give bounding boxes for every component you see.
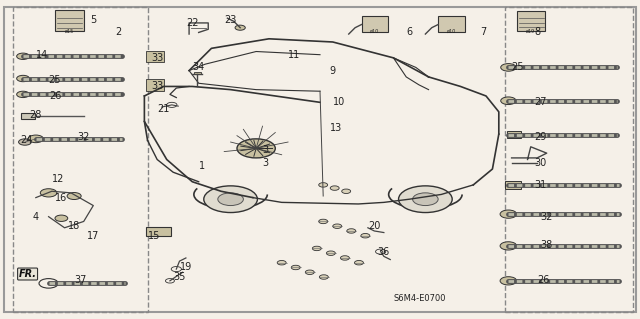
Text: 15: 15 (148, 231, 160, 241)
Bar (505, 7, 633, 312)
Text: 18: 18 (68, 221, 80, 231)
Text: 3: 3 (262, 145, 269, 155)
Text: 33: 33 (151, 53, 163, 63)
Text: 17: 17 (87, 231, 99, 241)
Text: 25: 25 (49, 75, 61, 85)
Circle shape (319, 183, 328, 187)
Circle shape (355, 261, 364, 265)
Text: ø15: ø15 (65, 28, 74, 33)
Circle shape (17, 75, 29, 82)
Circle shape (333, 224, 342, 228)
Bar (147, 50, 164, 62)
Text: 4: 4 (33, 212, 39, 222)
Text: 1: 1 (199, 161, 205, 171)
Text: 2: 2 (116, 27, 122, 37)
Text: 12: 12 (52, 174, 65, 183)
Circle shape (347, 229, 356, 233)
Text: 14: 14 (36, 50, 49, 60)
Circle shape (277, 261, 286, 265)
Circle shape (500, 97, 516, 105)
Bar (438, 16, 465, 33)
Circle shape (500, 242, 516, 250)
Circle shape (28, 135, 44, 143)
Circle shape (291, 265, 300, 270)
Bar (193, 72, 201, 74)
Circle shape (319, 275, 328, 279)
Text: 32: 32 (541, 212, 553, 222)
Text: 16: 16 (55, 193, 67, 203)
Text: 35: 35 (173, 272, 186, 282)
Text: 9: 9 (330, 66, 336, 76)
Text: 27: 27 (534, 97, 547, 107)
Text: 22: 22 (186, 18, 198, 28)
Text: 26: 26 (538, 275, 550, 285)
Bar (147, 227, 171, 236)
Circle shape (399, 186, 452, 212)
Bar (21, 113, 35, 119)
Text: FR.: FR. (19, 269, 36, 279)
Text: 26: 26 (49, 91, 61, 101)
Bar (13, 7, 148, 312)
Text: 38: 38 (541, 240, 553, 250)
Bar (516, 11, 545, 31)
Bar (55, 10, 84, 31)
Text: 25: 25 (512, 63, 524, 72)
Circle shape (326, 251, 335, 256)
Bar (507, 131, 521, 138)
Bar (505, 181, 521, 189)
Text: 36: 36 (378, 247, 390, 256)
Circle shape (235, 25, 245, 30)
Text: 34: 34 (193, 63, 205, 72)
Circle shape (237, 139, 275, 158)
Circle shape (500, 277, 516, 285)
Text: 21: 21 (157, 104, 170, 114)
Text: 29: 29 (534, 132, 547, 142)
Text: 20: 20 (368, 221, 380, 231)
Circle shape (55, 215, 68, 221)
Circle shape (500, 210, 516, 218)
Text: 6: 6 (406, 27, 412, 37)
Circle shape (342, 189, 351, 194)
Text: S6M4-E0700: S6M4-E0700 (394, 294, 446, 303)
Circle shape (312, 246, 321, 251)
Circle shape (319, 219, 328, 224)
Text: 13: 13 (330, 123, 342, 133)
Text: 31: 31 (534, 180, 547, 190)
Circle shape (204, 186, 257, 212)
Text: 37: 37 (74, 275, 86, 285)
Text: 28: 28 (29, 110, 42, 120)
Circle shape (17, 91, 29, 98)
Bar (362, 16, 388, 33)
Text: ø10: ø10 (447, 29, 456, 34)
Circle shape (330, 186, 339, 190)
Text: 19: 19 (180, 263, 192, 272)
Bar (147, 79, 164, 91)
Circle shape (40, 189, 57, 197)
Text: 5: 5 (90, 15, 97, 25)
Text: ø10: ø10 (371, 29, 380, 34)
Circle shape (361, 234, 370, 238)
Text: 30: 30 (534, 158, 547, 168)
Circle shape (305, 270, 314, 274)
Text: ø19: ø19 (526, 28, 535, 33)
Text: 3: 3 (262, 158, 269, 168)
Circle shape (413, 193, 438, 205)
Text: 23: 23 (225, 15, 237, 25)
Text: 7: 7 (480, 27, 486, 37)
Circle shape (19, 139, 31, 145)
Text: 11: 11 (289, 50, 301, 60)
Text: 8: 8 (534, 27, 540, 37)
Circle shape (340, 256, 349, 260)
Circle shape (218, 193, 243, 205)
Circle shape (500, 63, 516, 71)
Text: 32: 32 (77, 132, 90, 142)
Circle shape (17, 53, 29, 59)
Text: 33: 33 (151, 81, 163, 92)
Text: 10: 10 (333, 97, 346, 107)
Text: 24: 24 (20, 136, 33, 145)
Circle shape (67, 193, 81, 199)
